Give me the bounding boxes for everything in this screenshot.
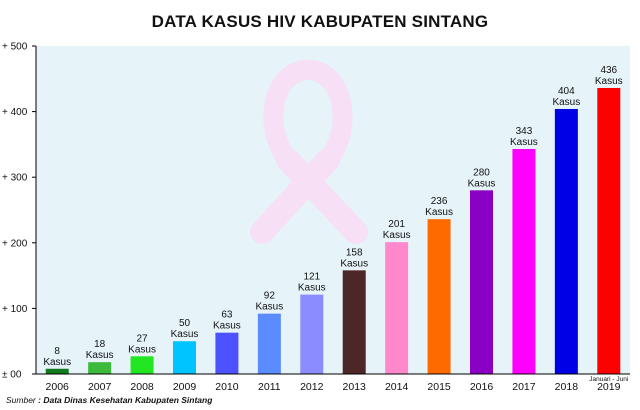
y-tick-label: + 200 [2, 238, 28, 249]
x-axis: 2006 2007 2008 2009 2010 2011 2012 2013 2014 2015… [36, 373, 630, 393]
bar-2018 [554, 108, 578, 374]
bar-2014 [385, 242, 409, 374]
data-label-unit: Kasus [298, 283, 326, 294]
data-label-unit: Kasus [128, 344, 156, 355]
data-label-value: 18 [94, 339, 106, 350]
x-tick-label: 2012 [300, 381, 324, 393]
y-tick-label: + 100 [2, 304, 28, 315]
source-text: : Data Dinas Kesehatan Kabupaten Sintang [38, 395, 213, 405]
data-label-value: 50 [179, 318, 191, 329]
source-prefix: Sumber [6, 395, 36, 405]
data-label-unit: Kasus [43, 357, 71, 368]
x-tick-label: 2009 [173, 381, 197, 393]
data-label-unit: Kasus [468, 178, 496, 189]
data-label-unit: Kasus [171, 329, 199, 340]
data-label-value: 121 [303, 272, 320, 283]
bar-2016 [470, 190, 493, 374]
x-tick-label: 2010 [215, 381, 239, 393]
x-tick-label: 2008 [130, 381, 154, 393]
x-tick-label: 2017 [512, 381, 536, 393]
data-label-unit: Kasus [595, 76, 623, 87]
x-tick-label: 2007 [88, 381, 112, 393]
bar-2006 [45, 368, 69, 374]
bar-2009 [173, 341, 196, 374]
x-tick-label: 2015 [427, 381, 451, 393]
ribbon-loop [263, 60, 353, 170]
data-label-value: 92 [264, 291, 276, 302]
data-label-value: 63 [221, 310, 233, 321]
data-label-unit: Kasus [86, 350, 114, 361]
chart-title: DATA KASUS HIV KABUPATEN SINTANG [151, 12, 489, 31]
value-labels-group: 8Kasus18Kasus27Kasus50Kasus63Kasus92Kasu… [43, 65, 622, 368]
x-tick-label: 2018 [555, 381, 579, 393]
data-label-unit: Kasus [383, 230, 411, 241]
data-label-value: 280 [473, 167, 490, 178]
data-label-value: 436 [600, 65, 617, 76]
x-tick-label: 2006 [46, 381, 70, 393]
ribbon-watermark [250, 60, 368, 244]
bar-2011 [257, 313, 281, 374]
y-tick-label: + 500 [2, 42, 28, 53]
bars-group [45, 87, 621, 374]
bar-2015 [427, 219, 451, 374]
y-tick-label: ± 00 [2, 370, 22, 381]
data-label-unit: Kasus [340, 258, 368, 269]
bar-2007 [88, 362, 112, 374]
bar-2013 [342, 270, 366, 374]
data-label-unit: Kasus [255, 302, 283, 313]
y-tick-label: + 300 [2, 173, 28, 184]
data-label-value: 201 [388, 219, 405, 230]
bar-2019 [597, 87, 621, 374]
source-note: Sumber : Data Dinas Kesehatan Kabupaten … [6, 395, 212, 405]
bar-2012 [300, 294, 324, 374]
data-label-unit: Kasus [213, 321, 241, 332]
data-label-value: 27 [137, 333, 149, 344]
x-tick-label: 2019 [597, 381, 621, 393]
data-label-unit: Kasus [552, 97, 580, 108]
x-tick-label: 2016 [470, 381, 494, 393]
x-tick-label: 2011 [258, 381, 281, 393]
data-label-value: 404 [558, 86, 575, 97]
bar-2017 [512, 148, 536, 374]
y-axis: ± 00 + 100 + 200 + 300 + 400 + 500 [2, 42, 37, 381]
x-tick-note: Januari - Juni [589, 376, 628, 383]
data-label-value: 158 [346, 247, 363, 258]
bar-2010 [215, 332, 239, 374]
data-label-unit: Kasus [425, 207, 453, 218]
x-tick-label: 2013 [343, 381, 367, 393]
y-tick-label: + 400 [2, 107, 28, 118]
data-label-value: 343 [516, 126, 533, 137]
x-tick-label: 2014 [385, 381, 409, 393]
data-label-value: 236 [431, 196, 448, 207]
data-label-value: 8 [54, 346, 60, 357]
data-label-unit: Kasus [510, 137, 538, 148]
ribbon-left-tail [250, 148, 340, 244]
bar-2008 [130, 356, 154, 374]
ribbon-right-tail [276, 148, 368, 244]
